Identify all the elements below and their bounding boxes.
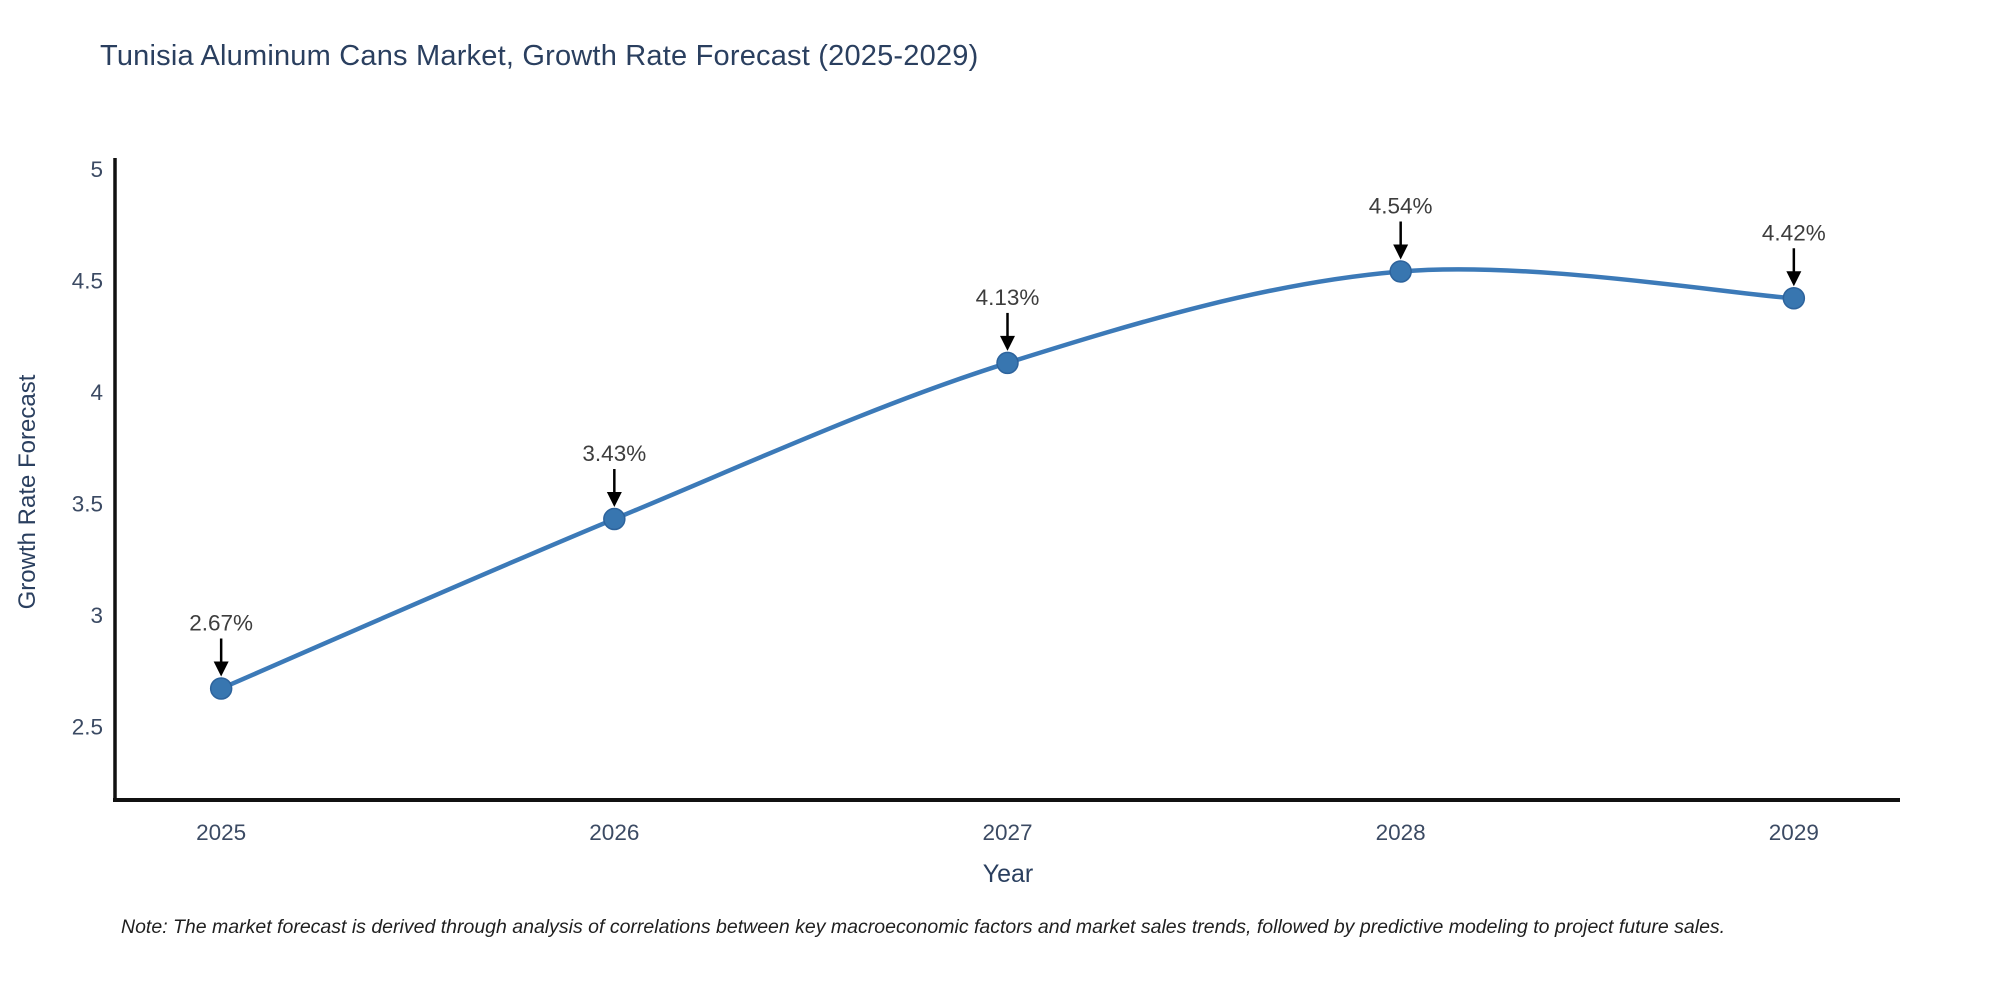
chart-title: Tunisia Aluminum Cans Market, Growth Rat…	[100, 40, 979, 72]
annotation-arrow-head	[1000, 335, 1015, 351]
x-tick-label: 2029	[1769, 820, 1819, 845]
point-value-label: 4.42%	[1762, 220, 1826, 245]
y-tick-label: 3	[90, 603, 103, 628]
x-tick-label: 2027	[982, 820, 1032, 845]
y-tick-label: 4.5	[72, 268, 103, 293]
point-value-label: 2.67%	[189, 611, 253, 636]
data-point-marker	[1389, 260, 1412, 283]
point-value-label: 4.54%	[1369, 193, 1433, 218]
y-tick-label: 2.5	[72, 714, 103, 739]
x-tick-label: 2026	[589, 820, 639, 845]
data-point-marker	[996, 351, 1019, 375]
footnote: Note: The market forecast is derived thr…	[121, 916, 1726, 938]
y-tick-label: 4	[90, 380, 103, 405]
data-point-marker	[603, 507, 626, 531]
annotation-arrow-head	[213, 661, 229, 677]
y-tick-label: 5	[90, 157, 103, 182]
point-value-label: 3.43%	[582, 441, 646, 466]
annotation-arrow-head	[606, 492, 622, 508]
data-point-marker	[209, 677, 233, 700]
point-value-label: 4.13%	[976, 285, 1040, 310]
y-axis-title: Growth Rate Forecast	[14, 374, 41, 610]
y-tick-label: 3.5	[72, 491, 103, 516]
data-point-marker	[1782, 287, 1806, 310]
annotation-arrow-head	[1786, 271, 1802, 287]
annotation-arrow-head	[1393, 244, 1409, 260]
x-tick-label: 2025	[196, 820, 246, 845]
x-tick-label: 2028	[1376, 820, 1426, 845]
x-axis-title: Year	[982, 860, 1034, 888]
